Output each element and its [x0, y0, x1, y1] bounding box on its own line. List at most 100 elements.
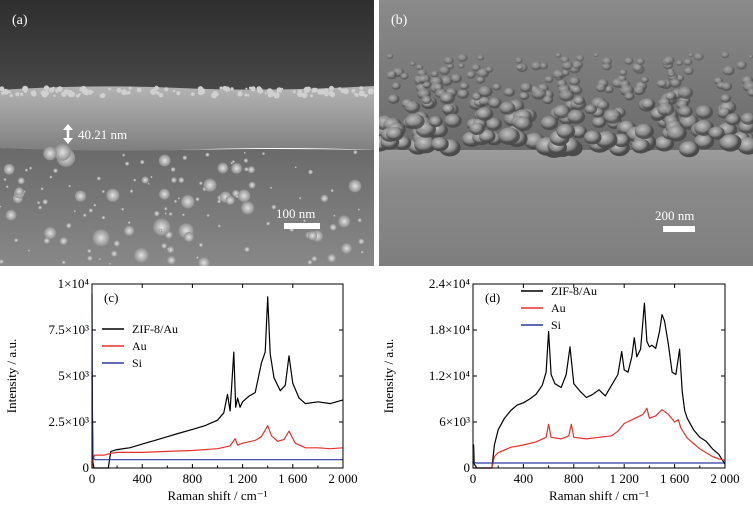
sphere [479, 129, 496, 144]
sphere [531, 87, 547, 100]
surface-grain [43, 85, 50, 91]
surface-grain [9, 94, 13, 97]
particle [299, 197, 302, 200]
sphere [478, 96, 491, 107]
sphere [719, 134, 742, 152]
sphere [576, 55, 585, 62]
surface-grain [31, 91, 37, 97]
particle [230, 161, 233, 165]
surface-grain [276, 87, 283, 93]
panel-label-b: (b) [391, 13, 408, 28]
surface-grain [329, 85, 334, 91]
particle [170, 167, 176, 172]
film-layer [0, 86, 374, 152]
sem-image-b: 200 nm (b) [379, 0, 753, 266]
sphere [666, 125, 687, 142]
sphere [613, 133, 631, 148]
particle [5, 209, 17, 221]
particle [44, 227, 57, 240]
particle [40, 187, 44, 191]
particle [124, 225, 135, 236]
sphere [624, 92, 635, 101]
thickness-marker-icon [63, 124, 73, 144]
background-vacuum [0, 0, 374, 90]
surface-grain [126, 92, 129, 95]
x-tick-label: 800 [564, 471, 584, 486]
particle [217, 199, 221, 204]
sphere [747, 88, 753, 97]
sphere [499, 101, 516, 115]
particle [308, 169, 313, 175]
particle [357, 208, 360, 211]
sphere [602, 57, 613, 66]
surface-grain [310, 94, 313, 98]
particle [159, 188, 170, 200]
particle [27, 249, 30, 252]
particle [357, 218, 362, 223]
sphere [515, 57, 523, 64]
surface-grain [247, 94, 250, 97]
particle [113, 240, 120, 247]
sphere [514, 116, 533, 132]
sphere [640, 76, 649, 84]
y-axis-label: Intensity / a.u. [381, 339, 396, 413]
particle [195, 197, 200, 202]
scale-bar-a [284, 223, 320, 229]
particle [49, 175, 53, 179]
sphere [487, 97, 502, 109]
particle [153, 218, 171, 236]
nanoparticle-spheres [379, 51, 753, 159]
particle [341, 243, 352, 254]
sphere [485, 66, 494, 73]
sphere [678, 141, 700, 158]
sphere [631, 138, 650, 154]
sphere [722, 65, 735, 76]
y-tick-label: 2.4×10⁴ [429, 276, 471, 291]
particle [133, 178, 137, 182]
sphere [677, 86, 694, 100]
sphere [458, 63, 465, 69]
panel-label-a: (a) [12, 13, 28, 28]
sphere [677, 105, 693, 118]
surface-grain [191, 92, 195, 96]
plot-frame [472, 283, 726, 469]
sphere [633, 85, 646, 96]
sphere [440, 75, 453, 87]
series-line-au [91, 425, 344, 469]
particle [167, 255, 176, 265]
particle [174, 199, 177, 203]
sphere [664, 56, 675, 65]
sphere [708, 126, 725, 140]
sphere [592, 116, 607, 128]
particle [177, 197, 180, 200]
sphere [567, 109, 586, 124]
particle [266, 221, 270, 226]
particle [74, 190, 87, 202]
surface-grain [0, 91, 5, 95]
sphere [391, 82, 401, 90]
particle [96, 176, 101, 181]
surface-grain [219, 86, 223, 90]
particle [5, 185, 9, 188]
sphere [457, 89, 470, 99]
sphere [540, 116, 559, 131]
sphere [477, 55, 485, 61]
particle [98, 258, 101, 261]
sphere [556, 123, 576, 139]
x-axis-label: Raman shift / cm⁻¹ [168, 488, 268, 503]
surface-grain [136, 87, 142, 93]
particle [307, 259, 313, 265]
particle [3, 163, 15, 175]
particle [244, 167, 249, 172]
x-axis-label: Raman shift / cm⁻¹ [549, 488, 649, 503]
surface-grain [24, 90, 27, 93]
sphere [422, 81, 432, 89]
surface-grain [237, 91, 243, 97]
particle [17, 177, 25, 185]
sphere [695, 105, 713, 120]
surface-grain [79, 86, 84, 92]
particle [199, 181, 203, 185]
sphere [595, 83, 607, 93]
scale-bar-b [663, 226, 695, 232]
sphere [404, 100, 421, 114]
